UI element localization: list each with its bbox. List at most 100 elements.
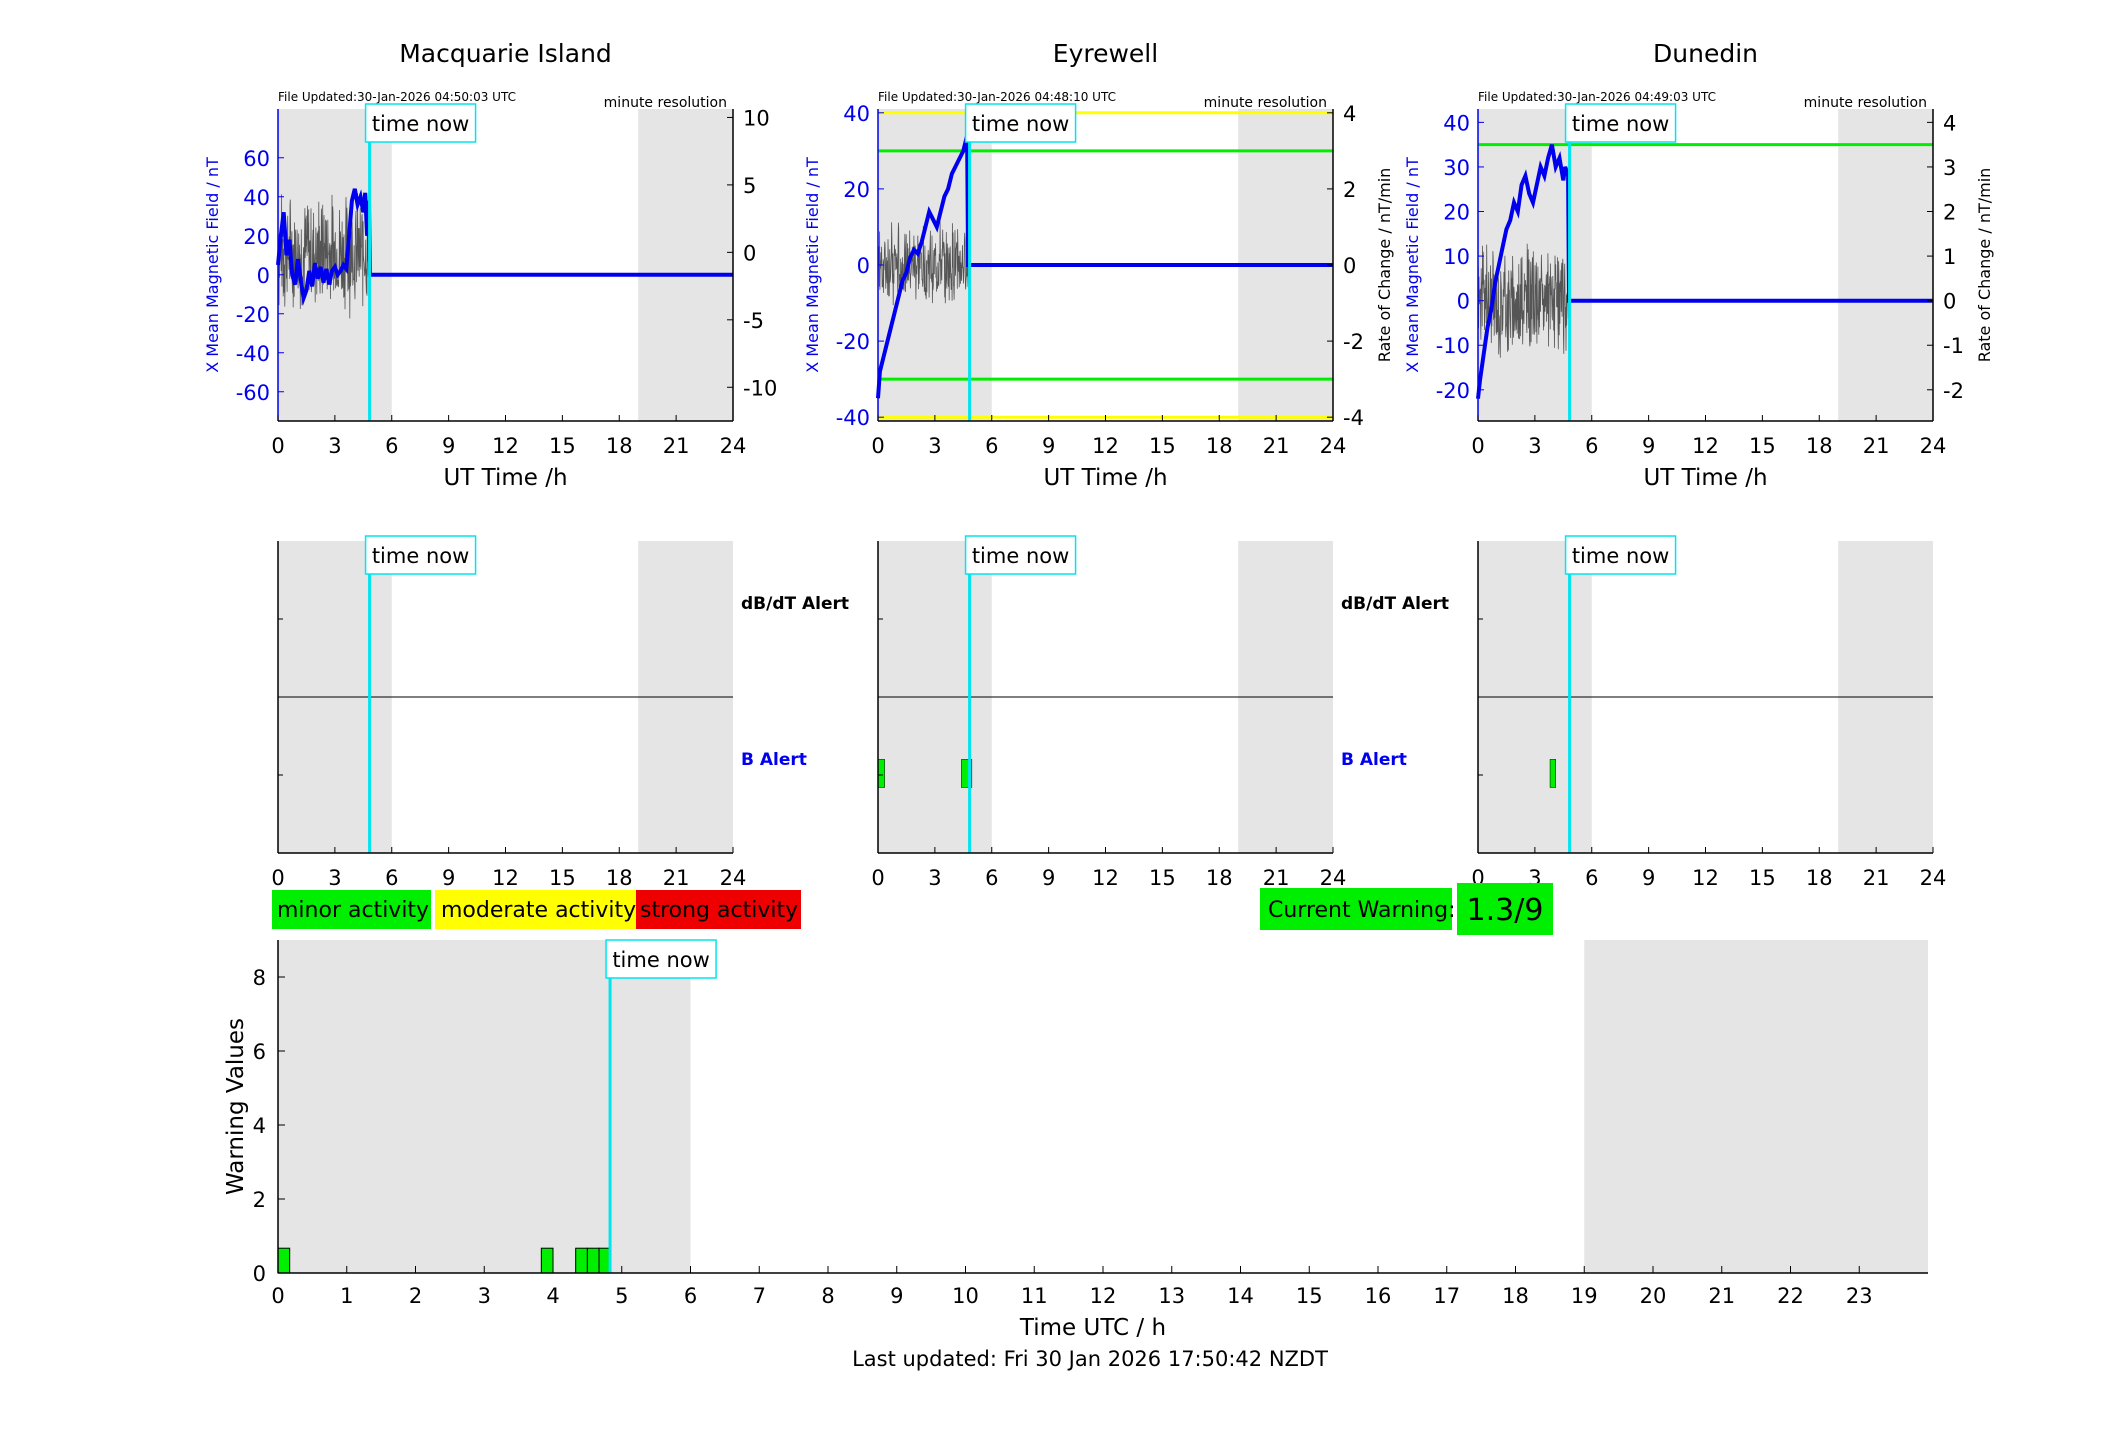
x-tick-label: 6	[684, 1284, 697, 1308]
x-tick-label: 9	[442, 866, 455, 890]
y-tick-label: -40	[236, 342, 270, 366]
x-axis-label: UT Time /h	[1643, 465, 1767, 491]
y-tick-label: 0	[857, 254, 870, 278]
x-tick-label: 1	[340, 1284, 353, 1308]
time-now-label: time now	[372, 544, 469, 568]
warning-bar	[586, 1247, 600, 1274]
y-tick-label: 4	[253, 1114, 266, 1138]
x-tick-label: 15	[1149, 434, 1176, 458]
x-tick-label: 6	[1585, 434, 1598, 458]
station-title: Dunedin	[1653, 39, 1758, 68]
rate-tick-label: 0	[1343, 254, 1356, 278]
x-tick-label: 21	[1263, 866, 1290, 890]
x-tick-label: 12	[492, 434, 519, 458]
rate-tick-label: -10	[743, 376, 777, 400]
warning-bar	[540, 1247, 554, 1274]
time-now-label: time now	[972, 112, 1069, 136]
x-tick-label: 20	[1640, 1284, 1667, 1308]
time-now-box	[605, 939, 717, 979]
time-now-box	[964, 535, 1077, 575]
x-tick-label: 9	[1642, 866, 1655, 890]
y-tick-label: -20	[836, 330, 870, 354]
x-tick-label: 6	[385, 434, 398, 458]
y-tick-label: 40	[1443, 111, 1470, 135]
b-alert-label: B Alert	[741, 750, 807, 770]
y-tick-label: 2	[253, 1188, 266, 1212]
x-tick-label: 22	[1777, 1284, 1804, 1308]
rate-tick-label: 10	[743, 106, 770, 130]
current-warning-value: 1.3/9	[1467, 893, 1544, 928]
night-shading	[1838, 109, 1933, 421]
alert-panel-macquarie-island: time now 0 3 6 9 12 15 18 21 24 dB/dT Alert B Alert	[271, 535, 849, 890]
x-tick-label: 3	[1528, 434, 1541, 458]
time-now-label: time now	[972, 544, 1069, 568]
x-tick-label: 15	[1296, 1284, 1323, 1308]
x-tick-label: 15	[1749, 866, 1776, 890]
x-tick-label: 21	[1708, 1284, 1735, 1308]
y-tick-label: 60	[243, 147, 270, 171]
x-tick-label: 3	[928, 866, 941, 890]
x-tick-label: 13	[1158, 1284, 1185, 1308]
x-tick-label: 18	[1806, 434, 1833, 458]
x-tick-label: 7	[753, 1284, 766, 1308]
x-tick-label: 0	[271, 866, 284, 890]
y-tick-label: 30	[1443, 156, 1470, 180]
rate-of-change-series	[877, 221, 969, 306]
legend-moderate-label: moderate activity	[441, 898, 636, 923]
current-warning-label-box	[1260, 888, 1452, 930]
time-now-label: time now	[1572, 544, 1669, 568]
x-tick-label: 9	[890, 1284, 903, 1308]
x-tick-label: 24	[720, 434, 747, 458]
y-axis-label-right: Rate of Change / nT/min	[1975, 168, 1994, 363]
b-alert-bar	[1549, 759, 1556, 788]
x-tick-label: 18	[1502, 1284, 1529, 1308]
resolution-label: minute resolution	[1804, 95, 1927, 111]
time-now-label: time now	[372, 112, 469, 136]
rate-of-change-series	[1477, 243, 1569, 358]
current-warning-value-box	[1457, 883, 1553, 935]
current-warning: Current Warning: 1.3/9	[1260, 883, 1553, 935]
legend-moderate-swatch	[435, 890, 636, 929]
station-field-panels: Macquarie Island File Updated:30-Jan-2026…	[203, 39, 1994, 491]
x-axis-label: UT Time /h	[443, 465, 567, 491]
rate-tick-label: -2	[1343, 330, 1364, 354]
rate-tick-label: -1	[1943, 334, 1964, 358]
x-axis-label: UT Time /h	[1043, 465, 1167, 491]
x-tick-label: 9	[442, 434, 455, 458]
night-shading	[638, 109, 733, 421]
x-tick-label: 24	[1920, 866, 1947, 890]
y-tick-label: 40	[843, 102, 870, 126]
station-panel-eyrewell: Eyrewell File Updated:30-Jan-2026 04:48:1…	[803, 39, 1394, 491]
x-tick-label: 9	[1042, 866, 1055, 890]
rate-tick-label: 0	[1943, 290, 1956, 314]
x-tick-label: 24	[720, 866, 747, 890]
legend-strong-swatch	[636, 890, 801, 929]
file-updated-label: File Updated:30-Jan-2026 04:48:10 UTC	[878, 90, 1116, 104]
y-axis-label-left: X Mean Magnetic Field / nT	[1403, 157, 1422, 373]
x-tick-label: 8	[821, 1284, 834, 1308]
legend-minor-label: minor activity	[277, 898, 429, 923]
b-alert-bar	[877, 759, 885, 788]
x-tick-label: 24	[1320, 434, 1347, 458]
y-tick-label: 0	[1457, 290, 1470, 314]
night-shading	[1478, 109, 1592, 421]
dbdt-alert-label: dB/dT Alert	[1341, 594, 1449, 614]
x-tick-label: 2	[409, 1284, 422, 1308]
station-title: Macquarie Island	[399, 39, 612, 68]
station-panel-dunedin: Dunedin File Updated:30-Jan-2026 04:49:03…	[1403, 39, 1994, 491]
time-now-label: time now	[1572, 112, 1669, 136]
rate-of-change-series	[277, 193, 369, 319]
rate-tick-label: 0	[743, 241, 756, 265]
x-tick-label: 12	[492, 866, 519, 890]
x-tick-label: 24	[1320, 866, 1347, 890]
x-tick-label: 12	[1692, 434, 1719, 458]
x-tick-label: 6	[385, 866, 398, 890]
y-axis-label-right: Rate of Change / nT/min	[1375, 168, 1394, 363]
x-tick-label: 21	[1863, 434, 1890, 458]
time-now-box	[1564, 103, 1677, 143]
rate-tick-label: -5	[743, 309, 764, 333]
y-axis-label-left: X Mean Magnetic Field / nT	[803, 157, 822, 373]
b-alert-bar	[961, 759, 973, 788]
